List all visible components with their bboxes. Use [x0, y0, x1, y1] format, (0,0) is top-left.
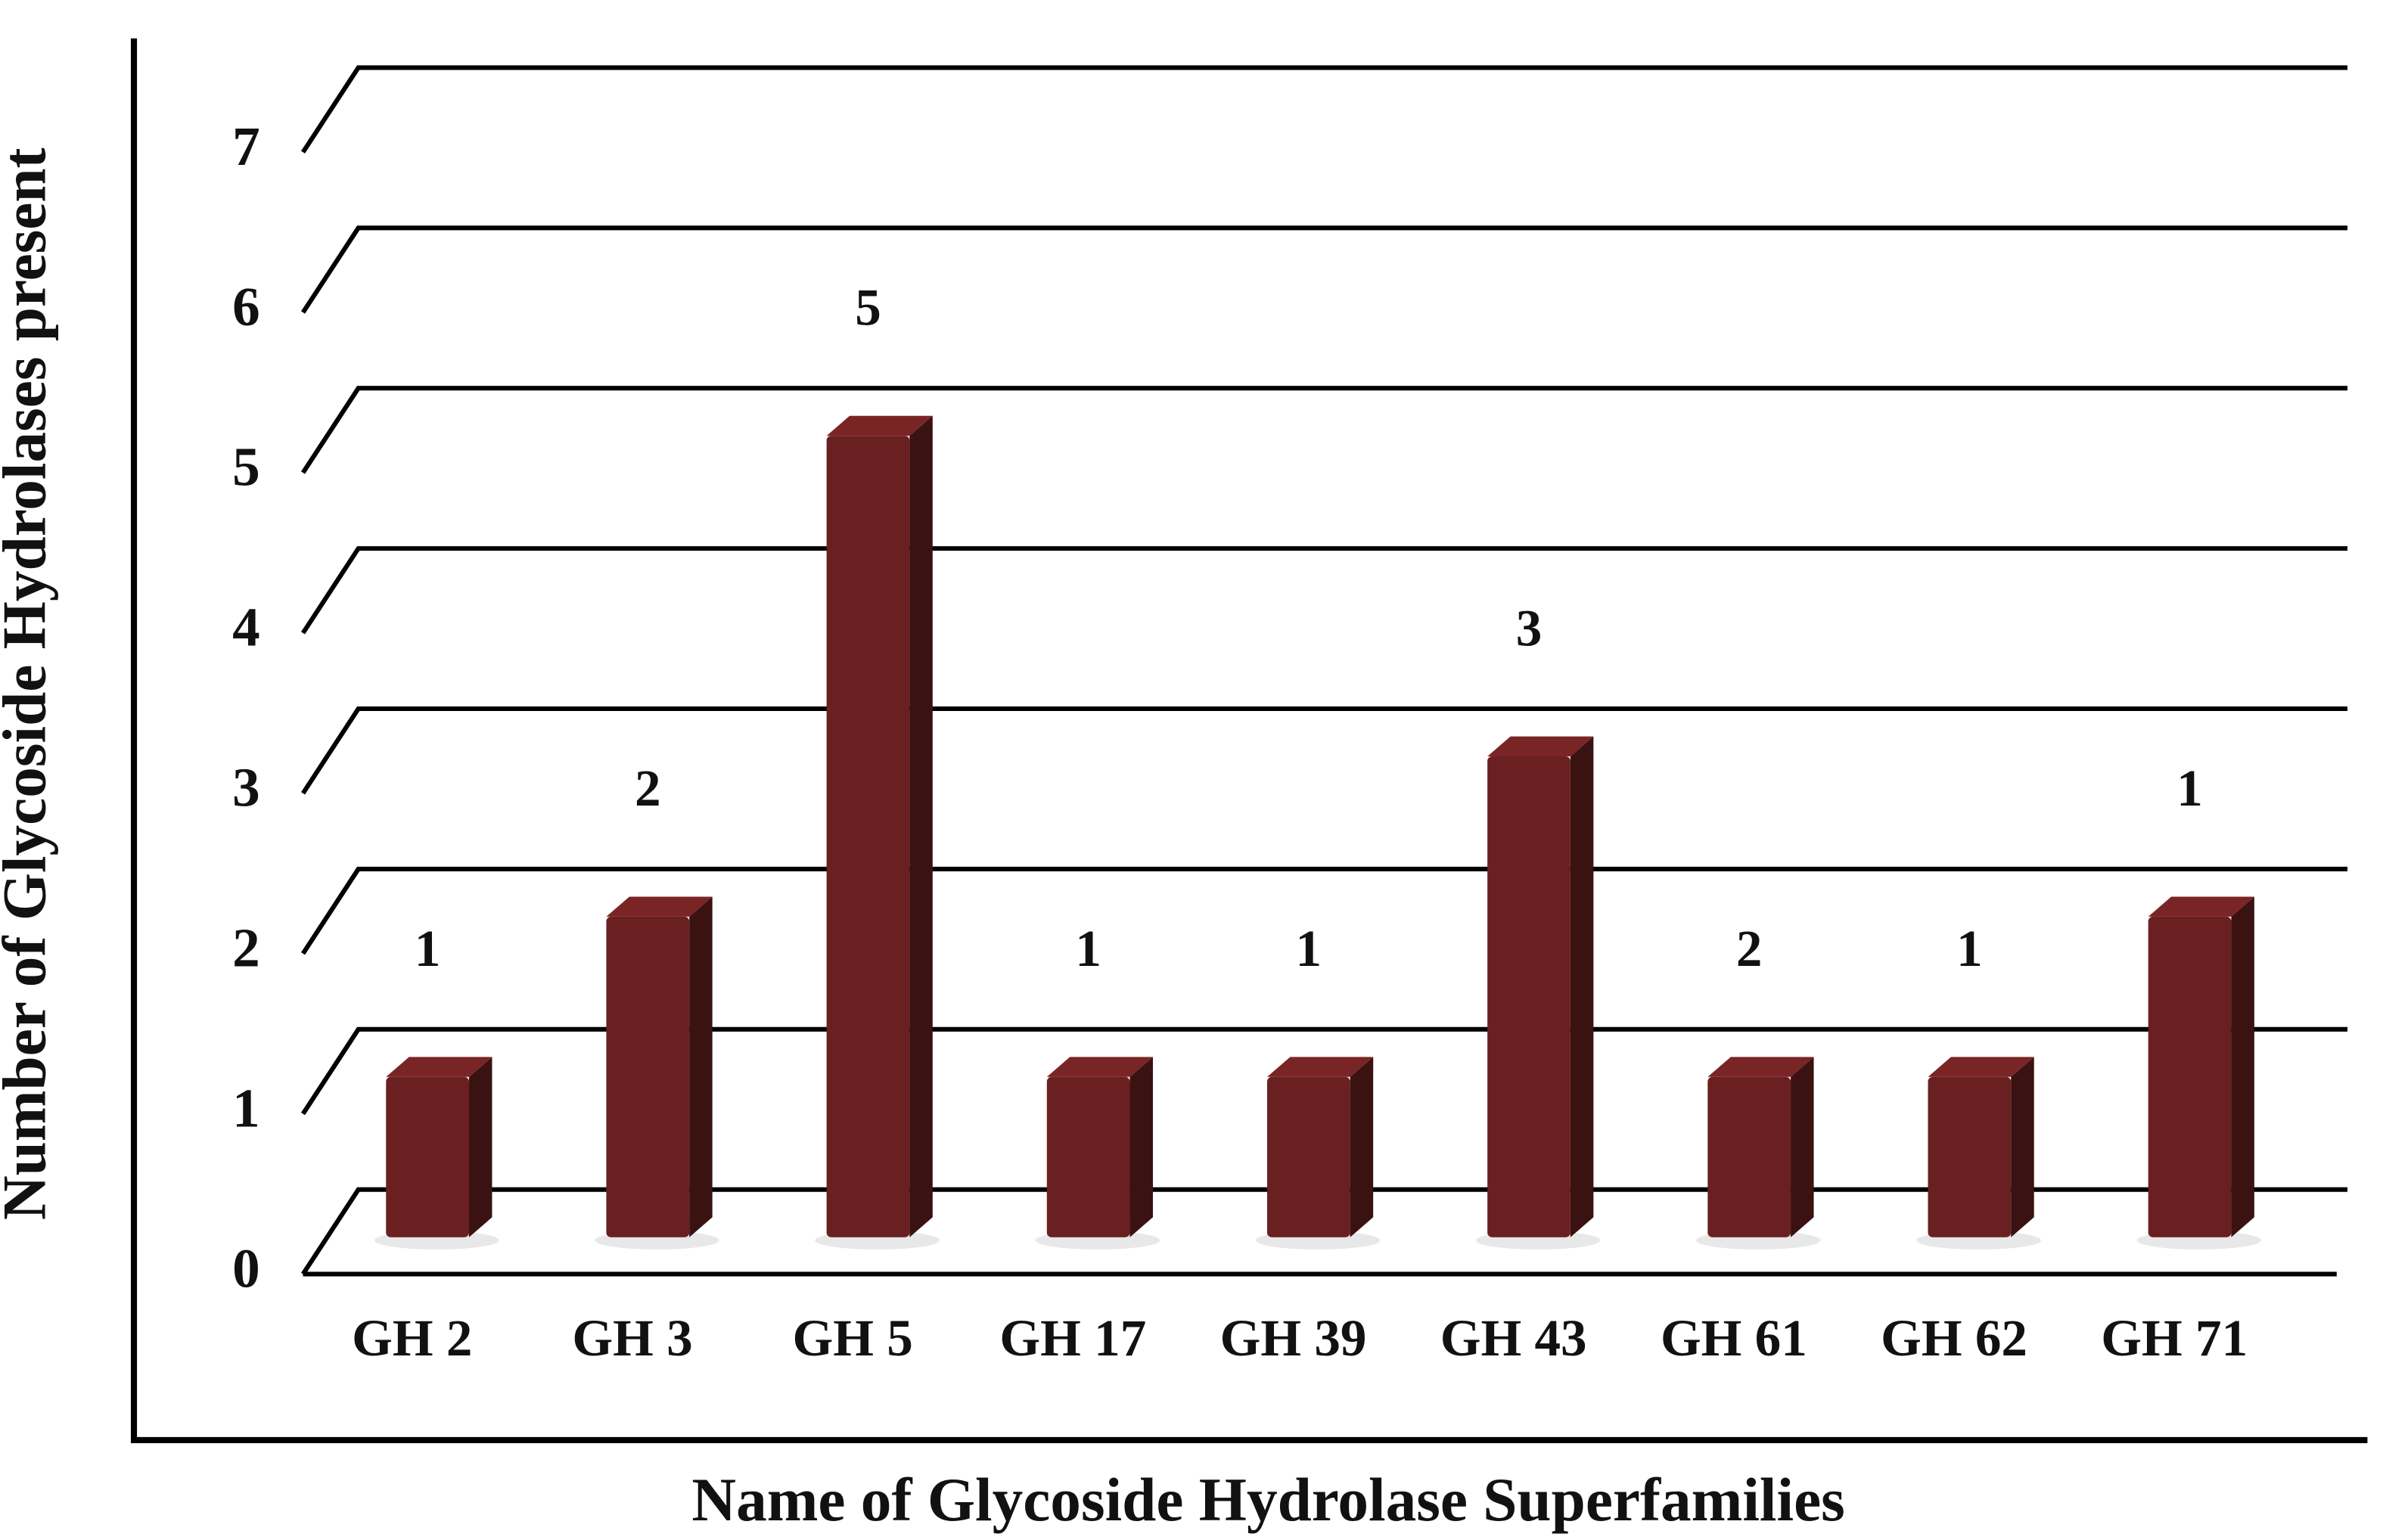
bar-side: [1129, 1057, 1153, 1237]
bar-side: [1350, 1057, 1374, 1237]
x-tick-label: GH 39: [1220, 1309, 1367, 1367]
grid-line: [300, 706, 2348, 795]
y-tick-label: 5: [232, 436, 260, 498]
x-axis-title: Name of Glycoside Hydrolase Superfamilie…: [691, 1466, 1844, 1534]
bar: [1707, 1076, 1791, 1237]
y-tick-label: 1: [232, 1077, 260, 1138]
grid-line: [300, 1187, 2348, 1276]
bar: [1928, 1076, 2012, 1237]
bar: [1266, 1076, 1350, 1237]
x-tick-label: GH 17: [999, 1309, 1146, 1367]
x-tick-label: GH 61: [1661, 1309, 1807, 1367]
bar-side: [1791, 1057, 1814, 1237]
data-label: 1: [1956, 919, 1983, 977]
bar-side: [1570, 736, 1594, 1237]
bar-side: [468, 1057, 492, 1237]
y-tick-label: 7: [232, 116, 260, 177]
y-axis-title: Number of Glycoside Hydrolases present: [0, 147, 59, 1220]
bar: [1487, 756, 1571, 1237]
data-label: 1: [1075, 919, 1101, 977]
x-tick-label: GH 5: [793, 1309, 913, 1367]
bar-top: [2148, 896, 2254, 917]
grid-line: [300, 866, 2348, 955]
grid-line: [300, 1026, 2348, 1116]
x-tick-label: GH 71: [2101, 1309, 2248, 1367]
x-tick-label: GH 3: [572, 1309, 692, 1367]
data-label: 1: [415, 919, 441, 977]
bar-top: [1928, 1057, 2034, 1077]
bar-top: [386, 1057, 492, 1077]
y-tick-label: 2: [232, 917, 260, 978]
grid-line: [300, 546, 2348, 635]
x-tick-label: GH 2: [352, 1309, 472, 1367]
data-label: 3: [1516, 598, 1543, 657]
bar-side: [689, 896, 713, 1237]
y-tick-label: 4: [232, 597, 260, 658]
grid-line: [300, 386, 2348, 474]
bar: [1046, 1076, 1130, 1237]
x-tick-label: GH 62: [1881, 1309, 2027, 1367]
bar: [386, 1076, 469, 1237]
y-tick-label: 0: [232, 1237, 260, 1299]
bar: [2148, 916, 2232, 1237]
bar-top: [1487, 736, 1594, 757]
data-label: 1: [1296, 919, 1322, 977]
bar-side: [2011, 1057, 2034, 1237]
bar: [606, 916, 690, 1237]
bar-top: [606, 896, 713, 917]
grid-line: [300, 65, 2348, 154]
data-label: 2: [635, 759, 661, 817]
data-label: 1: [2176, 759, 2203, 817]
bar-top: [1266, 1057, 1374, 1077]
grid-line: [300, 225, 2348, 314]
bar: [826, 436, 910, 1237]
bar-side: [909, 415, 933, 1237]
bar-top: [1707, 1057, 1814, 1077]
bar-top: [826, 415, 933, 436]
y-tick-label: 6: [232, 276, 260, 337]
x-tick-label: GH 43: [1440, 1309, 1587, 1367]
data-label: 2: [1736, 919, 1763, 977]
data-label: 5: [855, 278, 881, 337]
bar-top: [1046, 1057, 1153, 1077]
y-tick-label: 3: [232, 757, 260, 818]
bar-side: [2231, 896, 2254, 1237]
